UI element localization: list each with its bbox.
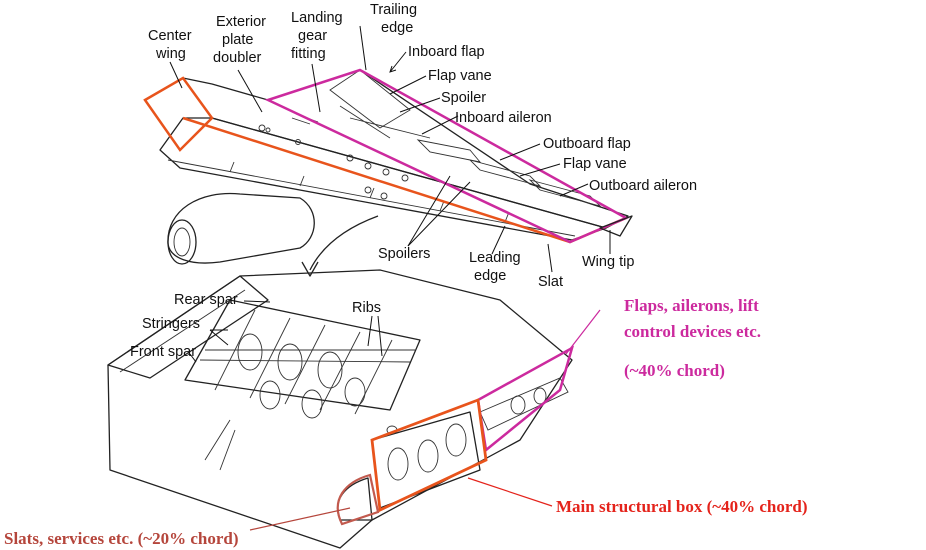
callout-flaps-line-3: (~40% chord) bbox=[624, 361, 725, 380]
label-exterior-3: doubler bbox=[213, 50, 262, 66]
slats-outline bbox=[336, 473, 380, 526]
label-center-wing-2: wing bbox=[155, 46, 186, 62]
trailing-section-magenta-outline bbox=[476, 345, 575, 453]
upper-wing-drawing bbox=[143, 68, 633, 244]
label-inboard-flap: Inboard flap bbox=[408, 44, 485, 60]
lower-wing-box-drawing bbox=[107, 269, 575, 549]
label-stringers: Stringers bbox=[142, 316, 200, 332]
label-trailing-1: Trailing bbox=[370, 2, 417, 18]
leader-lines bbox=[169, 25, 611, 531]
label-rear-spar: Rear spar bbox=[174, 292, 238, 308]
label-trailing-2: edge bbox=[381, 20, 413, 36]
engine-nacelle bbox=[167, 192, 315, 265]
label-outboard-aileron: Outboard aileron bbox=[589, 178, 697, 194]
label-exterior-2: plate bbox=[222, 32, 253, 48]
label-landing-2: gear bbox=[298, 28, 327, 44]
label-landing-1: Landing bbox=[291, 10, 343, 26]
label-slat: Slat bbox=[538, 274, 563, 290]
zoom-arrow bbox=[301, 215, 379, 277]
callout-slats: Slats, services etc. (~20% chord) bbox=[4, 529, 239, 548]
callout-main-box: Main structural box (~40% chord) bbox=[556, 497, 808, 516]
label-exterior-1: Exterior bbox=[216, 14, 266, 30]
center-wing-orange-outline bbox=[143, 76, 214, 152]
label-landing-3: fitting bbox=[291, 46, 326, 62]
callout-flaps-line-1: Flaps, ailerons, lift bbox=[624, 296, 759, 315]
label-leading-2: edge bbox=[474, 268, 506, 284]
label-flap-vane-1: Flap vane bbox=[428, 68, 492, 84]
label-inboard-aileron: Inboard aileron bbox=[455, 110, 552, 126]
label-wing-tip: Wing tip bbox=[582, 254, 634, 270]
rib-bays bbox=[184, 299, 421, 419]
label-center-wing-1: Center bbox=[148, 28, 192, 44]
callout-flaps-line-2: control devices etc. bbox=[624, 322, 761, 341]
callouts: Flaps, ailerons, lift control devices et… bbox=[4, 296, 808, 548]
label-leading-1: Leading bbox=[469, 250, 521, 266]
label-outboard-flap: Outboard flap bbox=[543, 136, 631, 152]
label-spoiler: Spoiler bbox=[441, 90, 486, 106]
main-box-orange-outline bbox=[370, 398, 488, 513]
label-front-spar: Front spar bbox=[130, 344, 196, 360]
part-labels: Center wing Exterior plate doubler Landi… bbox=[130, 2, 697, 360]
label-spoilers: Spoilers bbox=[378, 246, 430, 262]
label-ribs: Ribs bbox=[352, 300, 381, 316]
label-flap-vane-2: Flap vane bbox=[563, 156, 627, 172]
